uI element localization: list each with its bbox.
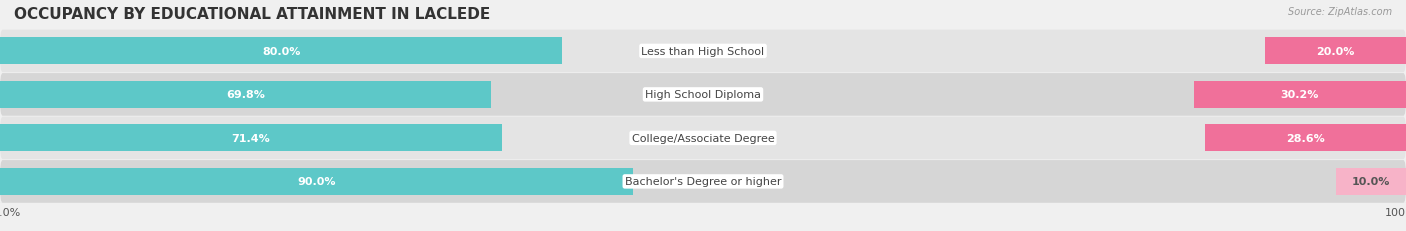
FancyBboxPatch shape bbox=[0, 30, 1406, 73]
Text: 28.6%: 28.6% bbox=[1286, 133, 1324, 143]
FancyBboxPatch shape bbox=[0, 160, 1406, 203]
Bar bbox=[1265, 38, 1406, 65]
Text: Less than High School: Less than High School bbox=[641, 47, 765, 57]
Text: 80.0%: 80.0% bbox=[262, 47, 301, 57]
Text: 71.4%: 71.4% bbox=[232, 133, 270, 143]
Text: OCCUPANCY BY EDUCATIONAL ATTAINMENT IN LACLEDE: OCCUPANCY BY EDUCATIONAL ATTAINMENT IN L… bbox=[14, 7, 491, 22]
FancyBboxPatch shape bbox=[0, 117, 1406, 160]
Text: 20.0%: 20.0% bbox=[1316, 47, 1355, 57]
Bar bbox=[1205, 125, 1406, 152]
Bar bbox=[1194, 82, 1406, 108]
Text: 10.0%: 10.0% bbox=[1351, 177, 1391, 187]
Bar bbox=[0, 38, 562, 65]
Text: 69.8%: 69.8% bbox=[226, 90, 264, 100]
Text: High School Diploma: High School Diploma bbox=[645, 90, 761, 100]
Bar bbox=[0, 168, 633, 195]
Text: 30.2%: 30.2% bbox=[1281, 90, 1319, 100]
Text: College/Associate Degree: College/Associate Degree bbox=[631, 133, 775, 143]
Bar bbox=[0, 125, 502, 152]
Bar bbox=[1336, 168, 1406, 195]
Bar bbox=[0, 82, 491, 108]
Text: Source: ZipAtlas.com: Source: ZipAtlas.com bbox=[1288, 7, 1392, 17]
Text: Bachelor's Degree or higher: Bachelor's Degree or higher bbox=[624, 177, 782, 187]
Text: 90.0%: 90.0% bbox=[297, 177, 336, 187]
FancyBboxPatch shape bbox=[0, 74, 1406, 116]
